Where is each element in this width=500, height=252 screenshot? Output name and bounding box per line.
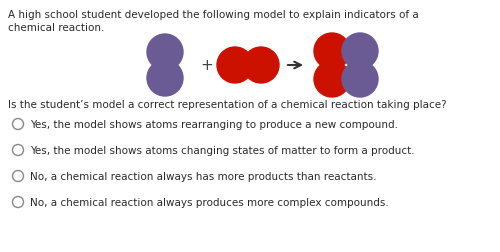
Circle shape: [147, 61, 183, 97]
Circle shape: [342, 62, 378, 98]
Circle shape: [314, 62, 350, 98]
Circle shape: [342, 34, 378, 70]
Text: No, a chemical reaction always has more products than reactants.: No, a chemical reaction always has more …: [30, 171, 377, 181]
Text: Yes, the model shows atoms rearranging to produce a new compound.: Yes, the model shows atoms rearranging t…: [30, 119, 398, 130]
Text: Is the student’s model a correct representation of a chemical reaction taking pl: Is the student’s model a correct represe…: [8, 100, 446, 110]
Circle shape: [243, 48, 279, 84]
Text: Yes, the model shows atoms changing states of matter to form a product.: Yes, the model shows atoms changing stat…: [30, 145, 414, 155]
Text: A high school student developed the following model to explain indicators of a
c: A high school student developed the foll…: [8, 10, 419, 33]
Circle shape: [147, 35, 183, 71]
Text: +: +: [200, 58, 213, 73]
Text: No, a chemical reaction always produces more complex compounds.: No, a chemical reaction always produces …: [30, 197, 389, 207]
Circle shape: [217, 48, 253, 84]
Circle shape: [314, 34, 350, 70]
